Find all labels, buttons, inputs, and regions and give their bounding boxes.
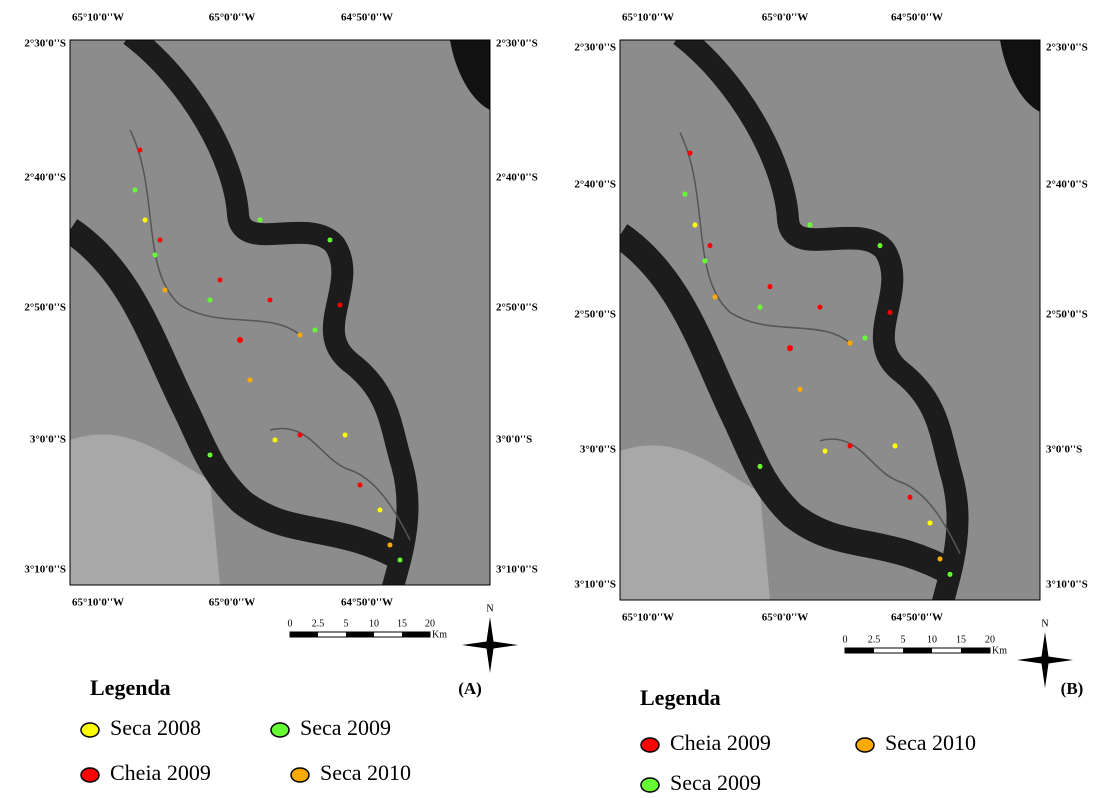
latitude-label: 3°10'0''S xyxy=(1046,579,1088,591)
latitude-label: 2°30'0''S xyxy=(24,38,66,50)
longitude-label: 65°10'0''W xyxy=(72,12,124,24)
latitude-label: 3°0'0''S xyxy=(496,434,532,446)
longitude-label: 65°10'0''W xyxy=(622,12,674,24)
scale-unit: Km xyxy=(432,629,447,640)
legend-marker xyxy=(641,778,659,792)
latitude-label: 3°0'0''S xyxy=(580,444,616,456)
legend-label: Seca 2009 xyxy=(670,770,761,795)
scale-segment xyxy=(346,632,374,637)
scale-label: 15 xyxy=(956,634,966,645)
north-label: N xyxy=(486,603,493,614)
legend-marker xyxy=(291,768,309,782)
longitude-label: 65°0'0''W xyxy=(762,12,809,24)
legend-title: Legenda xyxy=(90,675,171,700)
legend-label: Seca 2010 xyxy=(885,730,976,755)
legend-marker xyxy=(641,738,659,752)
scale-label: 20 xyxy=(425,618,435,629)
latitude-label: 3°10'0''S xyxy=(574,579,616,591)
latitude-label: 2°50'0''S xyxy=(24,302,66,314)
legend-marker xyxy=(81,768,99,782)
legend-label: Seca 2009 xyxy=(300,715,391,740)
longitude-label: 64°50'0''W xyxy=(341,597,393,609)
longitude-label: 64°50'0''W xyxy=(341,12,393,24)
legend-marker xyxy=(271,723,289,737)
scale-label: 5 xyxy=(901,634,906,645)
latitude-label: 2°50'0''S xyxy=(496,302,538,314)
longitude-label: 65°10'0''W xyxy=(72,597,124,609)
latitude-label: 2°50'0''S xyxy=(574,309,616,321)
latitude-label: 3°10'0''S xyxy=(24,564,66,576)
legend-marker xyxy=(81,723,99,737)
scale-label: 0 xyxy=(843,634,848,645)
legend-label: Seca 2008 xyxy=(110,715,201,740)
latitude-label: 3°0'0''S xyxy=(1046,444,1082,456)
longitude-label: 65°10'0''W xyxy=(622,612,674,624)
satellite-map xyxy=(620,35,1040,605)
compass xyxy=(462,617,518,673)
scale-segment xyxy=(290,632,318,637)
scale-label: 10 xyxy=(369,618,379,629)
scale-label: 5 xyxy=(344,618,349,629)
scale-label: 10 xyxy=(927,634,937,645)
legend-label: Seca 2010 xyxy=(320,760,411,785)
panel-label: (A) xyxy=(458,679,482,698)
scale-label: 20 xyxy=(985,634,995,645)
scale-unit: Km xyxy=(992,645,1007,656)
scale-segment xyxy=(961,648,990,653)
latitude-label: 2°30'0''S xyxy=(574,42,616,54)
legend-label: Cheia 2009 xyxy=(670,730,771,755)
latitude-label: 2°40'0''S xyxy=(1046,179,1088,191)
latitude-label: 2°40'0''S xyxy=(574,179,616,191)
latitude-label: 2°40'0''S xyxy=(496,172,538,184)
longitude-label: 65°0'0''W xyxy=(209,12,256,24)
legend-title: Legenda xyxy=(640,685,721,710)
panel-label: (B) xyxy=(1061,679,1084,698)
north-label: N xyxy=(1041,618,1048,629)
longitude-label: 65°0'0''W xyxy=(209,597,256,609)
scale-segment xyxy=(402,632,430,637)
scale-label: 2.5 xyxy=(868,634,881,645)
latitude-label: 3°0'0''S xyxy=(30,434,66,446)
legend-label: Cheia 2009 xyxy=(110,760,211,785)
figure: 65°10'0''W 65°0'0''W 64°50'0''W 65°10'0''W 6… xyxy=(0,0,1109,798)
latitude-label: 2°40'0''S xyxy=(24,172,66,184)
latitude-label: 2°50'0''S xyxy=(1046,309,1088,321)
longitude-label: 64°50'0''W xyxy=(891,12,943,24)
scale-label: 2.5 xyxy=(312,618,325,629)
scale-segment xyxy=(903,648,932,653)
latitude-label: 3°10'0''S xyxy=(496,564,538,576)
longitude-label: 65°0'0''W xyxy=(762,612,809,624)
latitude-label: 2°30'0''S xyxy=(1046,42,1088,54)
longitude-label: 64°50'0''W xyxy=(891,612,943,624)
scale-segment xyxy=(845,648,874,653)
legend-marker xyxy=(856,738,874,752)
satellite-map xyxy=(70,35,490,590)
scale-label: 15 xyxy=(397,618,407,629)
scale-label: 0 xyxy=(288,618,293,629)
latitude-label: 2°30'0''S xyxy=(496,38,538,50)
